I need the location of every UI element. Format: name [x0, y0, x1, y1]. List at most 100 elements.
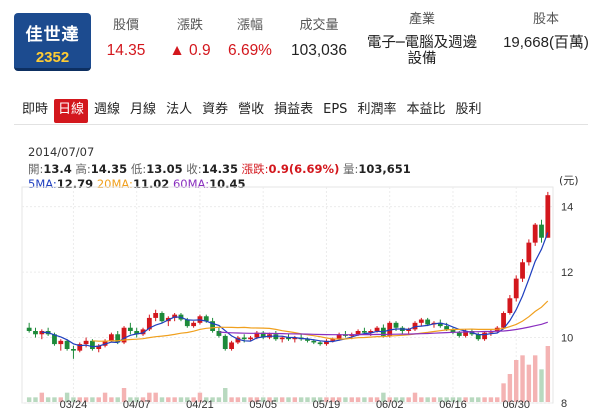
chart-grid — [21, 186, 554, 404]
candle-body — [526, 242, 532, 263]
y-tick-label: 8 — [561, 398, 567, 410]
volume-bar — [159, 397, 165, 402]
volume-bar — [279, 397, 285, 402]
candle-body — [292, 337, 298, 340]
metric-change: 漲跌 ▲ 0.9 — [160, 18, 220, 60]
close-label: 收: — [186, 162, 202, 176]
volume-bar — [406, 397, 411, 402]
industry-value[interactable]: 電子─電腦及週邊設備 — [366, 35, 478, 67]
change-label: 漲跌 — [176, 18, 203, 33]
ma20-line — [92, 300, 549, 342]
tab-7[interactable]: 損益表 — [274, 102, 314, 117]
low-value: 13.05 — [146, 162, 183, 176]
volume-bar — [178, 397, 184, 402]
candle-body — [362, 331, 367, 333]
candle-body — [191, 322, 197, 327]
tab-11[interactable]: 股利 — [455, 102, 482, 117]
volume-bar — [381, 392, 386, 402]
volume-bar — [507, 374, 513, 402]
tab-3[interactable]: 月線 — [130, 102, 157, 117]
volume-bar — [457, 397, 462, 402]
candle-body — [425, 319, 431, 325]
candle-body — [235, 337, 241, 343]
volume-bar — [545, 346, 551, 402]
vol-label: 量: — [342, 162, 359, 176]
volume-bar — [412, 392, 418, 402]
volume-bar — [197, 392, 203, 402]
candle-body — [58, 340, 64, 345]
volume-bar — [393, 397, 399, 402]
x-tick-label: 06/16 — [439, 399, 467, 411]
tab-1[interactable]: 日線 — [54, 99, 89, 123]
candle-body — [311, 340, 317, 343]
tab-10[interactable]: 本益比 — [406, 102, 446, 117]
candle-body — [374, 327, 380, 331]
percent-value: 6.69% — [228, 42, 272, 59]
candle-body — [501, 313, 506, 328]
candle-body — [52, 334, 57, 345]
candle-body — [387, 322, 393, 336]
volume-bar — [292, 397, 298, 402]
candle-body — [134, 331, 140, 335]
tab-6[interactable]: 營收 — [238, 102, 265, 117]
price-value: 14.35 — [106, 42, 146, 59]
volume-bar — [134, 397, 139, 402]
candle-body — [254, 332, 260, 338]
volume-bar — [362, 397, 367, 402]
candle-body — [71, 349, 76, 351]
candle-body — [203, 316, 209, 322]
chg-value: 0.9(6.69%) — [268, 162, 340, 176]
volume-bar — [368, 397, 373, 402]
tab-4[interactable]: 法人 — [166, 102, 193, 117]
metric-industry: 產業 電子─電腦及週邊設備 — [362, 12, 482, 67]
volume-bar — [349, 397, 354, 402]
candle-body — [450, 329, 456, 333]
volume-bars — [26, 346, 551, 402]
volume-bar — [45, 397, 51, 402]
high-label: 高: — [75, 162, 91, 176]
candle-body — [406, 329, 412, 331]
candle-body — [482, 332, 487, 340]
chart-tabs: 即時 日線 週線 月線 法人 資券 營收 損益表 EPS 利潤率 本益比 股利 — [18, 99, 487, 123]
candle-body — [121, 327, 127, 343]
tab-5[interactable]: 資券 — [202, 102, 229, 117]
y-unit-label: (元) — [559, 174, 579, 187]
candle-body — [146, 317, 152, 330]
tab-2[interactable]: 週線 — [94, 102, 121, 117]
volume-bar — [431, 397, 437, 402]
volume-bar — [336, 397, 342, 402]
candle-body — [33, 331, 38, 335]
volume-bar — [450, 397, 456, 402]
metric-volume: 成交量 103,036 — [283, 18, 355, 60]
candle-body — [241, 337, 247, 340]
candle-body — [172, 314, 178, 318]
volume-bar — [469, 397, 475, 402]
chg-label: 漲跌: — [241, 162, 269, 176]
tab-0[interactable]: 即時 — [22, 102, 49, 117]
volume-bar — [501, 383, 506, 402]
tab-9[interactable]: 利潤率 — [357, 102, 397, 117]
volume-bar — [191, 397, 196, 402]
volume-bar — [140, 397, 146, 402]
stock-name: 佳世達 — [25, 25, 80, 45]
volume-bar — [121, 388, 127, 402]
candle-body — [248, 337, 253, 340]
price-label: 股價 — [112, 18, 139, 33]
candle-body — [539, 224, 544, 238]
stock-badge: 佳世達 2352 — [14, 13, 91, 71]
candle-body — [83, 340, 89, 345]
volume-bar — [216, 397, 222, 402]
candle-body — [507, 298, 513, 313]
close-value: 14.35 — [201, 162, 239, 176]
volume-bar — [26, 397, 32, 402]
metric-percent: 漲幅 6.69% — [222, 18, 278, 60]
volume-bar — [374, 397, 380, 402]
volume-bar — [33, 397, 38, 402]
y-tick-label: 10 — [561, 333, 573, 345]
candle-body — [26, 327, 32, 331]
candle-body — [229, 342, 234, 349]
volume-bar — [298, 397, 304, 402]
tab-8[interactable]: EPS — [323, 102, 348, 117]
y-tick-label: 12 — [561, 267, 573, 279]
